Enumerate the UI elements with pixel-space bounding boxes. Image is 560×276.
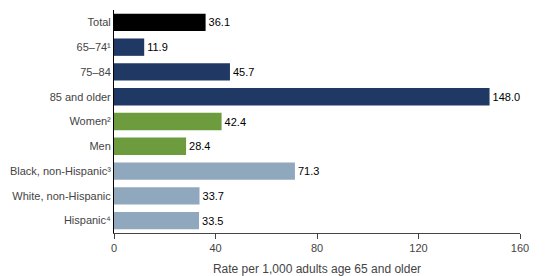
svg-text:Hispanic⁴: Hispanic⁴ [64,214,111,226]
svg-text:Total: Total [88,16,111,28]
svg-text:Black, non-Hispanic³: Black, non-Hispanic³ [10,165,111,177]
svg-text:148.0: 148.0 [493,91,521,103]
svg-text:120: 120 [409,242,427,254]
svg-text:36.1: 36.1 [209,16,230,28]
svg-text:0: 0 [111,242,117,254]
svg-text:85 and older: 85 and older [50,91,111,103]
svg-text:Women²: Women² [69,115,111,127]
svg-text:11.9: 11.9 [147,41,168,53]
svg-text:28.4: 28.4 [189,140,210,152]
svg-text:Men: Men [89,140,110,152]
svg-text:33.7: 33.7 [203,190,224,202]
svg-text:Rate per 1,000 adults age 65 a: Rate per 1,000 adults age 65 and older [213,262,421,276]
svg-text:71.3: 71.3 [298,165,319,177]
svg-text:160: 160 [511,242,529,254]
svg-text:42.4: 42.4 [225,116,246,128]
svg-text:45.7: 45.7 [233,66,254,78]
svg-text:33.5: 33.5 [202,215,223,227]
svg-text:40: 40 [209,242,221,254]
svg-text:75–84: 75–84 [80,66,111,78]
svg-text:White, non-Hispanic: White, non-Hispanic [12,190,111,202]
svg-text:65–74¹: 65–74¹ [77,41,112,53]
svg-text:80: 80 [311,242,323,254]
